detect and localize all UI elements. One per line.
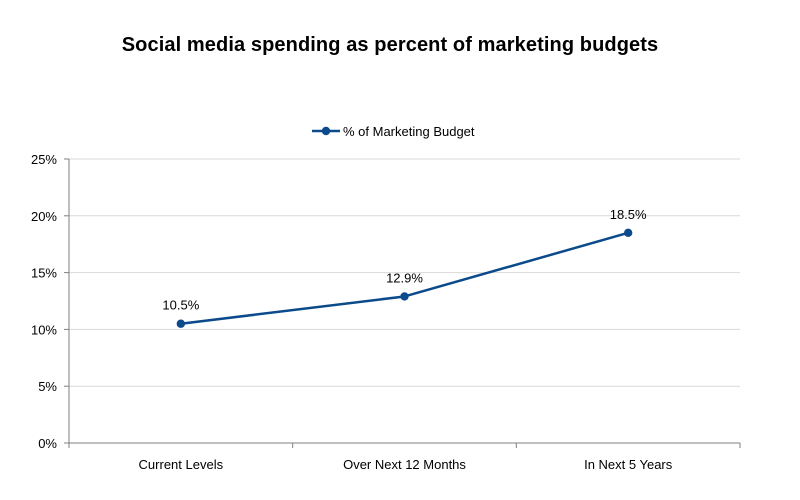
x-tick-label: Over Next 12 Months [343,457,466,472]
legend: % of Marketing Budget [312,124,475,139]
x-tick-label: Current Levels [139,457,224,472]
data-label: 10.5% [162,298,199,313]
data-point [400,292,409,301]
y-tick-label: 0% [38,436,57,451]
data-label: 18.5% [610,207,647,222]
legend-label: % of Marketing Budget [343,124,475,139]
chart-title: Social media spending as percent of mark… [121,34,659,56]
y-tick-label: 5% [38,379,57,394]
x-tick-label: In Next 5 Years [584,457,673,472]
y-axis-tick-labels: 0% 5% 10% 15% 20% 25% [31,152,57,451]
y-tick-label: 20% [31,209,57,224]
y-tick-label: 25% [31,152,57,167]
gridlines [69,158,740,387]
axes [64,158,741,448]
x-axis-tick-labels: Current Levels Over Next 12 Months In Next… [139,457,673,472]
y-tick-label: 10% [31,322,57,337]
data-point [623,228,633,238]
data-point [176,319,186,328]
data-label: 12.9% [386,270,423,285]
y-tick-label: 15% [31,266,57,281]
series [176,228,633,328]
data-labels: 10.5% 12.9% 18.5% [162,207,647,313]
legend-marker [321,126,331,136]
